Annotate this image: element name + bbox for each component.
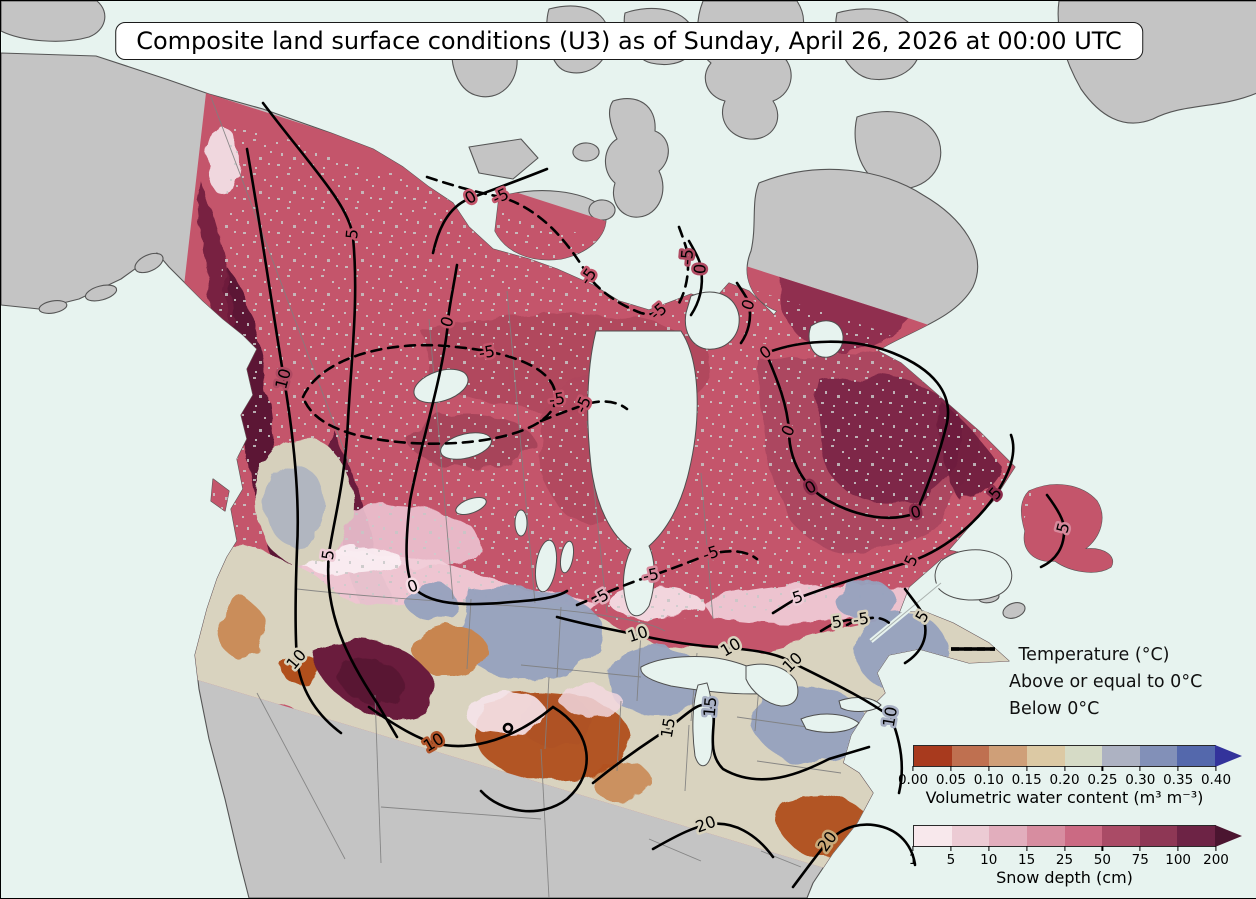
temperature-contours-solid — [245, 101, 1066, 889]
colorbar-tickmark — [1177, 766, 1179, 771]
colorbar-tickmark — [912, 846, 914, 851]
colorbar-segment — [914, 746, 952, 766]
colorbar-tickmark — [1063, 846, 1066, 851]
colorbar-tickmark — [1139, 846, 1141, 851]
legend-item: Below 0°C — [949, 647, 1239, 719]
colorbar-tickmark — [950, 846, 952, 851]
colorbar-snow-depth: 1 5 10 15 25 50 75 100 200 Snow depth (cm) — [909, 825, 1242, 887]
colorbar-tick-label: 1 — [908, 852, 918, 868]
colorbar-segment — [1102, 746, 1140, 766]
colorbar-volumetric-water-content: 0.00 0.05 0.10 0.15 0.20 0.25 0.30 0.35 0.40 Vol… — [898, 745, 1242, 807]
colorbar-segment — [1026, 746, 1065, 766]
colorbar-tickmark — [1215, 766, 1217, 771]
temperature-legend-title: Temperature (°C) — [1018, 645, 1170, 665]
colorbar-tick-label: 0.35 — [1163, 772, 1194, 788]
colorbar-tickmark — [912, 766, 914, 771]
colorbar-label: Snow depth (cm) — [996, 868, 1133, 887]
colorbar-tick-label: 200 — [1203, 852, 1229, 868]
map-title-box: Composite land surface conditions (U3) a… — [115, 22, 1143, 60]
colorbar-ticks: 0.00 0.05 0.10 0.15 0.20 0.25 0.30 0.35 0.40 — [898, 766, 1231, 788]
contour-label: 10 — [879, 705, 901, 728]
colorbar-tickmark — [1063, 766, 1066, 771]
contour-label: -5 — [477, 341, 496, 362]
colorbar-tickmark — [950, 766, 952, 771]
contour-label: 15 — [700, 696, 721, 718]
contour-label: -5 — [852, 608, 870, 629]
colorbar-segment — [1177, 826, 1215, 846]
contour-label: 0 — [690, 263, 710, 275]
colorbar-tick-label: 10 — [980, 852, 998, 868]
colorbar-tickmark — [1215, 846, 1217, 851]
colorbar-tick-label: 0.15 — [1011, 772, 1042, 788]
map-title: Composite land surface conditions (U3) a… — [136, 27, 1122, 55]
colorbar-tick-label: 0.25 — [1087, 772, 1118, 788]
colorbar-tick-label: 0.10 — [973, 772, 1004, 788]
colorbar-tick-label: 0.05 — [935, 772, 966, 788]
colorbar-segment — [1177, 746, 1215, 766]
colorbar-tick-label: 0.30 — [1125, 772, 1156, 788]
colorbar-tick-label: 100 — [1165, 852, 1192, 868]
colorbar-segment — [1064, 746, 1103, 766]
admin-borders — [210, 96, 842, 898]
colorbar-tick-label: 50 — [1093, 852, 1111, 868]
colorbar-segment — [1026, 826, 1065, 846]
colorbar-segment — [1139, 826, 1178, 846]
legend-item: Above or equal to 0°C — [949, 647, 1239, 692]
contour-label: 5 — [318, 548, 338, 561]
colorbar-tick-label: 75 — [1131, 852, 1149, 868]
colorbar-segment — [951, 826, 990, 846]
colorbar-segment — [914, 826, 952, 846]
colorbar-segment — [989, 746, 1027, 766]
colorbar-ticks: 1 5 10 15 25 50 75 100 200 — [909, 846, 1229, 868]
colorbar-tick-label: 5 — [946, 852, 956, 868]
colorbar-tickmark — [988, 766, 990, 771]
colorbar-label: Volumetric water content (m³ m⁻³) — [925, 788, 1204, 807]
legend-item-label: Above or equal to 0°C — [1009, 672, 1203, 692]
colorbar-tickmark — [1177, 846, 1179, 851]
contour-label: -5 — [677, 248, 697, 266]
colorbar-segment — [1064, 826, 1103, 846]
contour-label: 15 — [657, 716, 679, 739]
colorbar-segment — [989, 826, 1027, 846]
colorbar-strip — [913, 745, 1242, 767]
colorbar-tick-label: 0.40 — [1200, 772, 1232, 788]
colorbar-tick-label: 25 — [1055, 852, 1074, 868]
temperature-legend: Temperature (°C) Above or equal to 0°C Be… — [949, 645, 1239, 726]
temperature-legend-items: Above or equal to 0°C Below 0°C — [949, 647, 1239, 719]
temperature-contours-dashed — [301, 175, 895, 629]
colorbar-segment — [951, 746, 990, 766]
colorbar-segment — [1102, 826, 1140, 846]
contour-label: -5 — [548, 388, 566, 409]
colorbar-tickmark — [988, 846, 990, 851]
colorbar-tickmark — [1026, 766, 1028, 771]
colorbar-tickmark — [1026, 846, 1028, 851]
colorbar-tick-label: 0.20 — [1049, 772, 1080, 788]
colorbar-strip — [913, 825, 1242, 847]
colorbar-segment — [1139, 746, 1178, 766]
contour-label: 5 — [342, 228, 362, 240]
colorbar-tick-label: 0.00 — [897, 772, 929, 788]
colorbar-tickmark — [1101, 846, 1103, 851]
colorbar-tick-label: 15 — [1018, 852, 1036, 868]
colorbar-tickmark — [1139, 766, 1141, 771]
legend-item-label: Below 0°C — [1009, 699, 1100, 719]
colorbar-tickmark — [1101, 766, 1103, 771]
